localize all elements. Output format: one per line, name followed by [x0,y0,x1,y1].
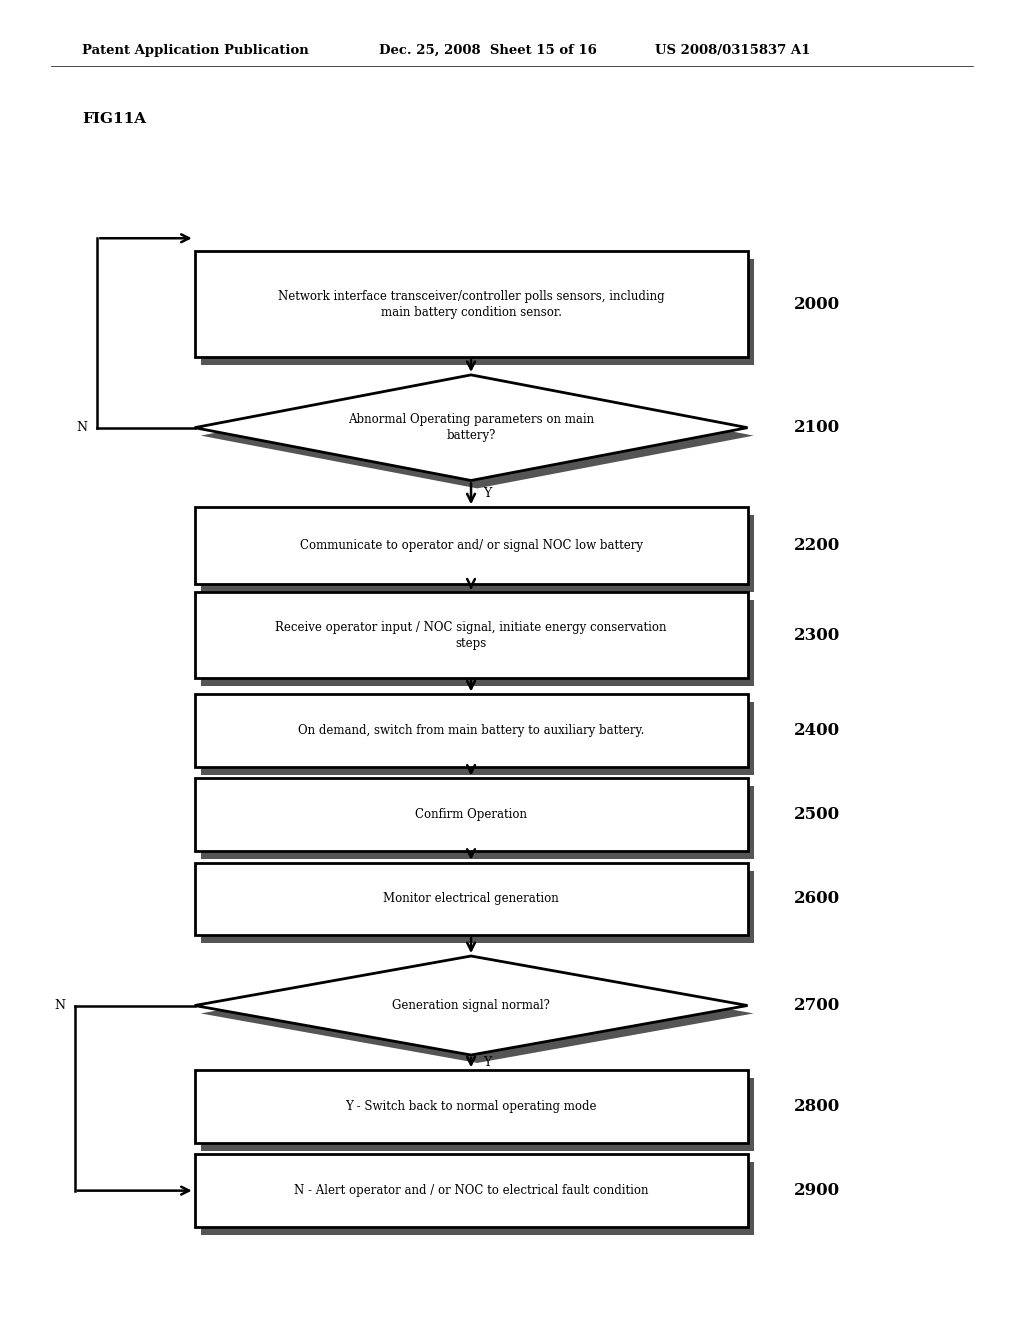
Text: Confirm Operation: Confirm Operation [415,808,527,821]
Bar [195,507,748,583]
Text: Y: Y [483,1056,492,1069]
Text: 2600: 2600 [794,891,840,907]
Bar [201,515,754,591]
Bar [195,779,748,851]
Text: N: N [54,999,65,1012]
Text: 2000: 2000 [794,296,840,313]
Text: N - Alert operator and / or NOC to electrical fault condition: N - Alert operator and / or NOC to elect… [294,1184,648,1197]
Bar [195,863,748,936]
Bar [195,1154,748,1228]
Text: 2400: 2400 [794,722,840,739]
Text: Generation signal normal?: Generation signal normal? [392,999,550,1012]
Text: Receive operator input / NOC signal, initiate energy conservation
steps: Receive operator input / NOC signal, ini… [275,620,667,649]
Text: 2100: 2100 [794,420,840,436]
Polygon shape [201,383,754,488]
Bar [201,871,754,944]
Text: 2200: 2200 [794,537,840,554]
Text: FIG11A: FIG11A [82,112,146,125]
Text: US 2008/0315837 A1: US 2008/0315837 A1 [655,44,811,57]
Polygon shape [195,375,748,480]
Bar [201,260,754,366]
Text: Patent Application Publication: Patent Application Publication [82,44,308,57]
Text: Monitor electrical generation: Monitor electrical generation [383,892,559,906]
Text: 2500: 2500 [794,807,840,824]
Text: Network interface transceiver/controller polls sensors, including
main battery c: Network interface transceiver/controller… [278,290,665,318]
Bar [201,1163,754,1236]
Bar [201,1078,754,1151]
Text: 2900: 2900 [794,1183,840,1199]
Polygon shape [195,956,748,1055]
Bar [195,1071,748,1143]
Text: N: N [77,421,87,434]
Bar [201,787,754,859]
Text: Communicate to operator and/ or signal NOC low battery: Communicate to operator and/ or signal N… [300,539,642,552]
Text: 2300: 2300 [794,627,840,644]
Text: Y: Y [483,487,492,500]
Text: On demand, switch from main battery to auxiliary battery.: On demand, switch from main battery to a… [298,725,644,737]
Bar [195,251,748,358]
Text: Abnormal Operating parameters on main
battery?: Abnormal Operating parameters on main ba… [348,413,594,442]
Text: Y - Switch back to normal operating mode: Y - Switch back to normal operating mode [345,1100,597,1113]
Bar [195,694,748,767]
Polygon shape [201,964,754,1063]
Text: Dec. 25, 2008  Sheet 15 of 16: Dec. 25, 2008 Sheet 15 of 16 [379,44,597,57]
Bar [195,593,748,678]
Text: 2700: 2700 [794,997,840,1014]
Text: 2800: 2800 [794,1098,840,1115]
Bar [201,702,754,775]
Bar [201,601,754,686]
